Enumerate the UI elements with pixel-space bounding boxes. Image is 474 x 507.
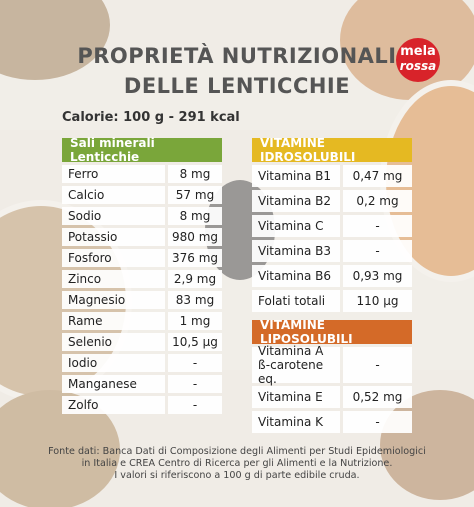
- table-row: Vitamina E 0,52 mg: [252, 386, 412, 408]
- mineral-value: 57 mg: [168, 186, 222, 204]
- table-row: Vitamina B2 0,2 mg: [252, 190, 412, 212]
- vitamin-value: -: [343, 411, 412, 433]
- minerals-table: Sali minerali Lenticchie Ferro 8 mg Calci…: [62, 136, 222, 414]
- logo-line2: rossa: [399, 59, 437, 73]
- water-soluble-vitamins-header: VITAMINE IDROSOLUBILI: [252, 136, 412, 164]
- logo-line1: mela: [400, 44, 436, 59]
- vitamin-name: Vitamina E: [252, 386, 340, 408]
- mineral-value: -: [168, 354, 222, 372]
- table-row: Vitamina C-: [252, 215, 412, 237]
- vitamin-name-line2: ß-carotene eq.: [258, 358, 324, 386]
- mineral-name: Potassio: [62, 228, 165, 246]
- table-row: Zinco 2,9 mg: [62, 270, 222, 288]
- vitamin-name: Vitamina B1: [252, 165, 340, 187]
- source-footnote: Fonte dati: Banca Dati di Composizione d…: [0, 446, 474, 482]
- mineral-name: Calcio: [62, 186, 165, 204]
- mineral-name: Selenio: [62, 333, 165, 351]
- mineral-value: 10,5 µg: [168, 333, 222, 351]
- table-row: Vitamina K-: [252, 411, 412, 433]
- vitamin-value: 0,2 mg: [343, 190, 412, 212]
- mineral-value: 980 mg: [168, 228, 222, 246]
- page-title-line2: DELLE LENTICCHIE: [123, 74, 351, 98]
- table-row: Vitamina B1 0,47 mg: [252, 165, 412, 187]
- melarossa-logo: mela rossa: [396, 38, 440, 82]
- mineral-name: Manganese: [62, 375, 165, 393]
- table-row: Rame 1 mg: [62, 312, 222, 330]
- mineral-value: 376 mg: [168, 249, 222, 267]
- table-row: Ferro 8 mg: [62, 165, 222, 183]
- mineral-name: Rame: [62, 312, 165, 330]
- table-row: Potassio 980 mg: [62, 228, 222, 246]
- table-row: Fosforo 376 mg: [62, 249, 222, 267]
- fat-soluble-vitamins-table: VITAMINE LIPOSOLUBILI Vitamina A ß-carot…: [252, 318, 412, 433]
- mineral-value: -: [168, 396, 222, 414]
- footnote-line2: in Italia e CREA Centro di Ricerca per g…: [81, 458, 393, 469]
- page-title-line1: PROPRIETÀ NUTRIZIONALI: [77, 44, 397, 68]
- vitamin-name: Vitamina B3: [252, 240, 340, 262]
- vitamin-name-line1: Vitamina A: [258, 344, 324, 358]
- footnote-line1: Fonte dati: Banca Dati di Composizione d…: [48, 446, 426, 457]
- vitamin-name: Vitamina B6: [252, 265, 340, 287]
- mineral-name: Fosforo: [62, 249, 165, 267]
- table-row: Vitamina B6 0,93 mg: [252, 265, 412, 287]
- vitamin-value: 0,93 mg: [343, 265, 412, 287]
- vitamin-name: Vitamina B2: [252, 190, 340, 212]
- table-row: Manganese -: [62, 375, 222, 393]
- table-row: Calcio 57 mg: [62, 186, 222, 204]
- mineral-name: Iodio: [62, 354, 165, 372]
- mineral-name: Sodio: [62, 207, 165, 225]
- vitamin-name: Vitamina K: [252, 411, 340, 433]
- mineral-value: 8 mg: [168, 207, 222, 225]
- vitamin-value: -: [343, 215, 412, 237]
- table-row: Magnesio 83 mg: [62, 291, 222, 309]
- water-soluble-vitamins-table: VITAMINE IDROSOLUBILI Vitamina B1 0,47 mg…: [252, 136, 412, 312]
- mineral-name: Zinco: [62, 270, 165, 288]
- mineral-value: 1 mg: [168, 312, 222, 330]
- table-row: Folati totali 110 µg: [252, 290, 412, 312]
- mineral-value: 2,9 mg: [168, 270, 222, 288]
- fat-soluble-vitamins-header: VITAMINE LIPOSOLUBILI: [252, 318, 412, 346]
- vitamin-value: 0,52 mg: [343, 386, 412, 408]
- table-row: Selenio 10,5 µg: [62, 333, 222, 351]
- vitamin-name: Vitamina C: [252, 215, 340, 237]
- table-row: Zolfo -: [62, 396, 222, 414]
- calories-label: Calorie: 100 g - 291 kcal: [62, 110, 240, 125]
- table-row: Sodio 8 mg: [62, 207, 222, 225]
- mineral-name: Ferro: [62, 165, 165, 183]
- mineral-value: 83 mg: [168, 291, 222, 309]
- vitamin-name: Vitamina A ß-carotene eq.: [252, 344, 340, 386]
- mineral-value: 8 mg: [168, 165, 222, 183]
- mineral-name: Magnesio: [62, 291, 165, 309]
- table-row: Iodio -: [62, 354, 222, 372]
- vitamin-value: -: [343, 347, 412, 383]
- table-row: Vitamina B3-: [252, 240, 412, 262]
- minerals-table-header: Sali minerali Lenticchie: [62, 136, 222, 164]
- footnote-line3: I valori si riferiscono a 100 g di parte…: [114, 470, 360, 481]
- mineral-name: Zolfo: [62, 396, 165, 414]
- vitamin-value: 0,47 mg: [343, 165, 412, 187]
- vitamin-name: Folati totali: [252, 290, 340, 312]
- mineral-value: -: [168, 375, 222, 393]
- vitamin-value: 110 µg: [343, 290, 412, 312]
- table-row: Vitamina A ß-carotene eq. -: [252, 344, 412, 386]
- vitamin-value: -: [343, 240, 412, 262]
